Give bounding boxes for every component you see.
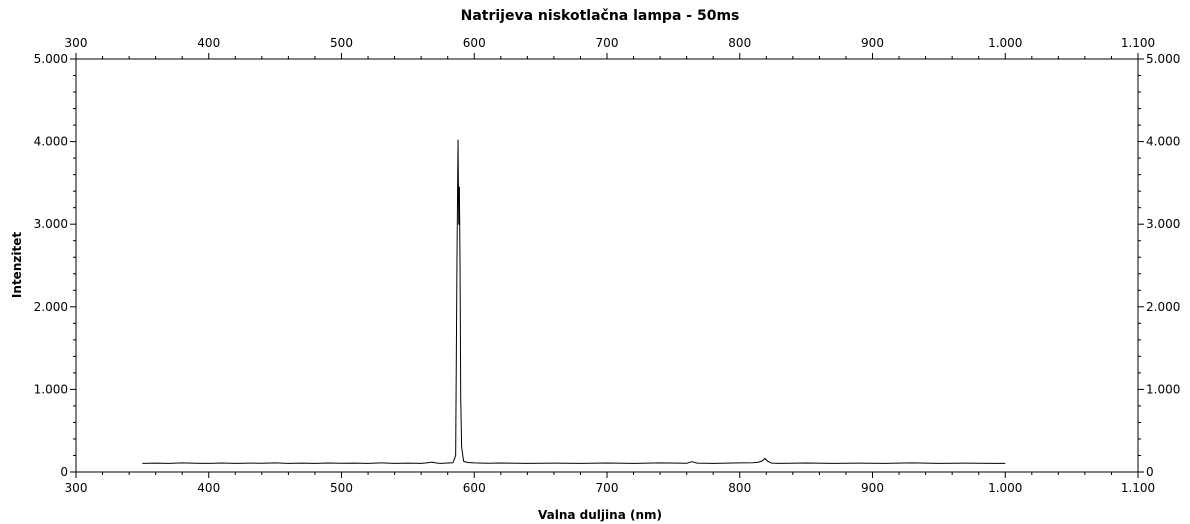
y-tick-label-left: 5.000: [34, 52, 68, 66]
y-tick-label-right: 3.000: [1146, 217, 1180, 231]
x-tick-label-top: 800: [728, 36, 751, 50]
spectrum-line-series-0: [142, 139, 1006, 464]
y-tick-label-right: 5.000: [1146, 52, 1180, 66]
y-tick-label-left: 2.000: [34, 300, 68, 314]
x-tick-label-bottom: 1.000: [988, 481, 1022, 495]
x-tick-label-top: 600: [463, 36, 486, 50]
y-tick-label-right: 0: [1146, 465, 1154, 479]
x-tick-label-bottom: 800: [728, 481, 751, 495]
plot-frame: [75, 58, 1139, 473]
x-tick-label-top: 300: [65, 36, 88, 50]
y-axis-title: Intenzitet: [10, 232, 24, 298]
y-tick-label-right: 2.000: [1146, 300, 1180, 314]
x-tick-label-bottom: 400: [197, 481, 220, 495]
x-tick-label-top: 1.000: [988, 36, 1022, 50]
x-tick-label-top: 400: [197, 36, 220, 50]
x-axis-title: Valna duljina (nm): [538, 508, 662, 522]
x-tick-label-bottom: 700: [596, 481, 619, 495]
x-tick-label-top: 900: [861, 36, 884, 50]
x-tick-label-bottom: 600: [463, 481, 486, 495]
x-tick-label-bottom: 500: [330, 481, 353, 495]
chart-title: Natrijeva niskotlačna lampa - 50ms: [461, 8, 740, 24]
y-tick-label-left: 1.000: [34, 382, 68, 396]
x-tick-label-top: 500: [330, 36, 353, 50]
y-tick-label-left: 4.000: [34, 135, 68, 149]
y-tick-label-right: 4.000: [1146, 135, 1180, 149]
x-tick-label-top: 1.100: [1121, 36, 1155, 50]
x-tick-label-bottom: 300: [65, 481, 88, 495]
x-tick-label-top: 700: [596, 36, 619, 50]
y-tick-label-right: 1.000: [1146, 382, 1180, 396]
y-tick-label-left: 3.000: [34, 217, 68, 231]
x-tick-label-bottom: 900: [861, 481, 884, 495]
y-tick-label-left: 0: [60, 465, 68, 479]
x-tick-label-bottom: 1.100: [1121, 481, 1155, 495]
